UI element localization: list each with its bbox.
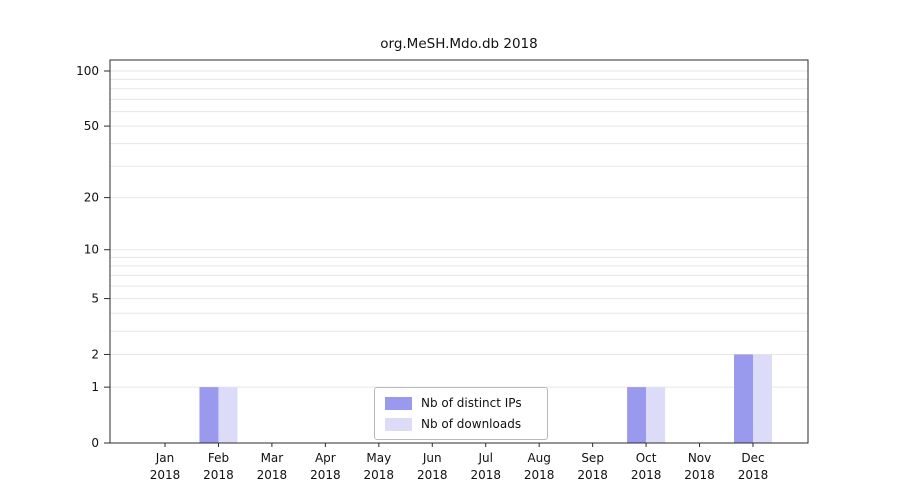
legend-swatch-distinct-ips <box>385 396 412 410</box>
svg-text:5: 5 <box>91 292 99 306</box>
legend-swatch-downloads <box>385 417 412 431</box>
svg-text:100: 100 <box>76 64 99 78</box>
svg-text:1: 1 <box>91 380 99 394</box>
legend-item-downloads: Nb of downloads <box>385 417 537 431</box>
legend: Nb of distinct IPs Nb of downloads <box>374 387 548 440</box>
legend-item-distinct-ips: Nb of distinct IPs <box>385 396 537 410</box>
svg-text:2: 2 <box>91 347 99 361</box>
svg-text:50: 50 <box>84 119 99 133</box>
chart-title: org.MeSH.Mdo.db 2018 <box>380 36 538 52</box>
legend-label-distinct-ips: Nb of distinct IPs <box>421 396 522 410</box>
legend-label-downloads: Nb of downloads <box>421 417 522 431</box>
svg-text:10: 10 <box>84 243 99 257</box>
svg-text:0: 0 <box>91 436 99 450</box>
svg-text:20: 20 <box>84 191 99 205</box>
